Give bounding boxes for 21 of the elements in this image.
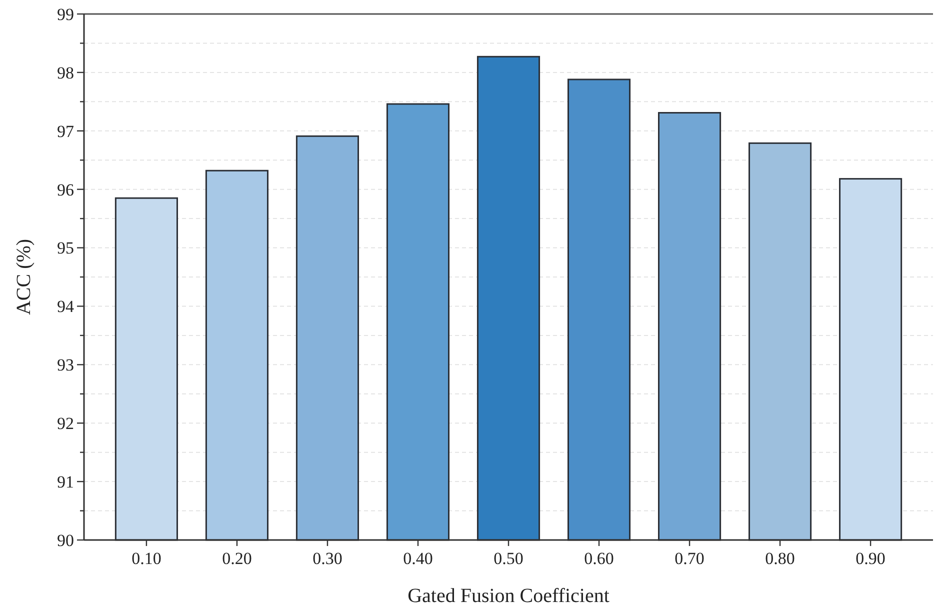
y-tick-label: 93 bbox=[57, 356, 74, 375]
y-tick-label: 96 bbox=[57, 180, 74, 200]
x-tick-label: 0.60 bbox=[584, 549, 614, 568]
y-tick-label: 97 bbox=[57, 122, 74, 141]
x-tick-label: 0.50 bbox=[494, 549, 524, 568]
y-tick-label: 94 bbox=[57, 297, 74, 316]
x-tick-label: 0.30 bbox=[312, 549, 342, 568]
x-axis-title: Gated Fusion Coefficient bbox=[408, 585, 610, 607]
x-tick-label: 0.90 bbox=[856, 549, 886, 568]
y-axis-title: ACC (%) bbox=[13, 238, 35, 316]
y-tick-label: 95 bbox=[57, 238, 74, 258]
x-tick-label: 0.10 bbox=[132, 549, 162, 568]
y-tick-label: 91 bbox=[57, 472, 74, 492]
x-tick-label: 0.80 bbox=[765, 549, 795, 568]
y-tick-label: 98 bbox=[57, 63, 74, 82]
y-tick-label: 92 bbox=[57, 414, 74, 434]
x-tick-label: 0.20 bbox=[222, 549, 252, 568]
x-tick-label: 0.70 bbox=[674, 549, 704, 568]
y-tick-label: 99 bbox=[57, 4, 74, 24]
y-tick-label: 90 bbox=[57, 530, 74, 550]
x-tick-label: 0.40 bbox=[403, 549, 433, 568]
